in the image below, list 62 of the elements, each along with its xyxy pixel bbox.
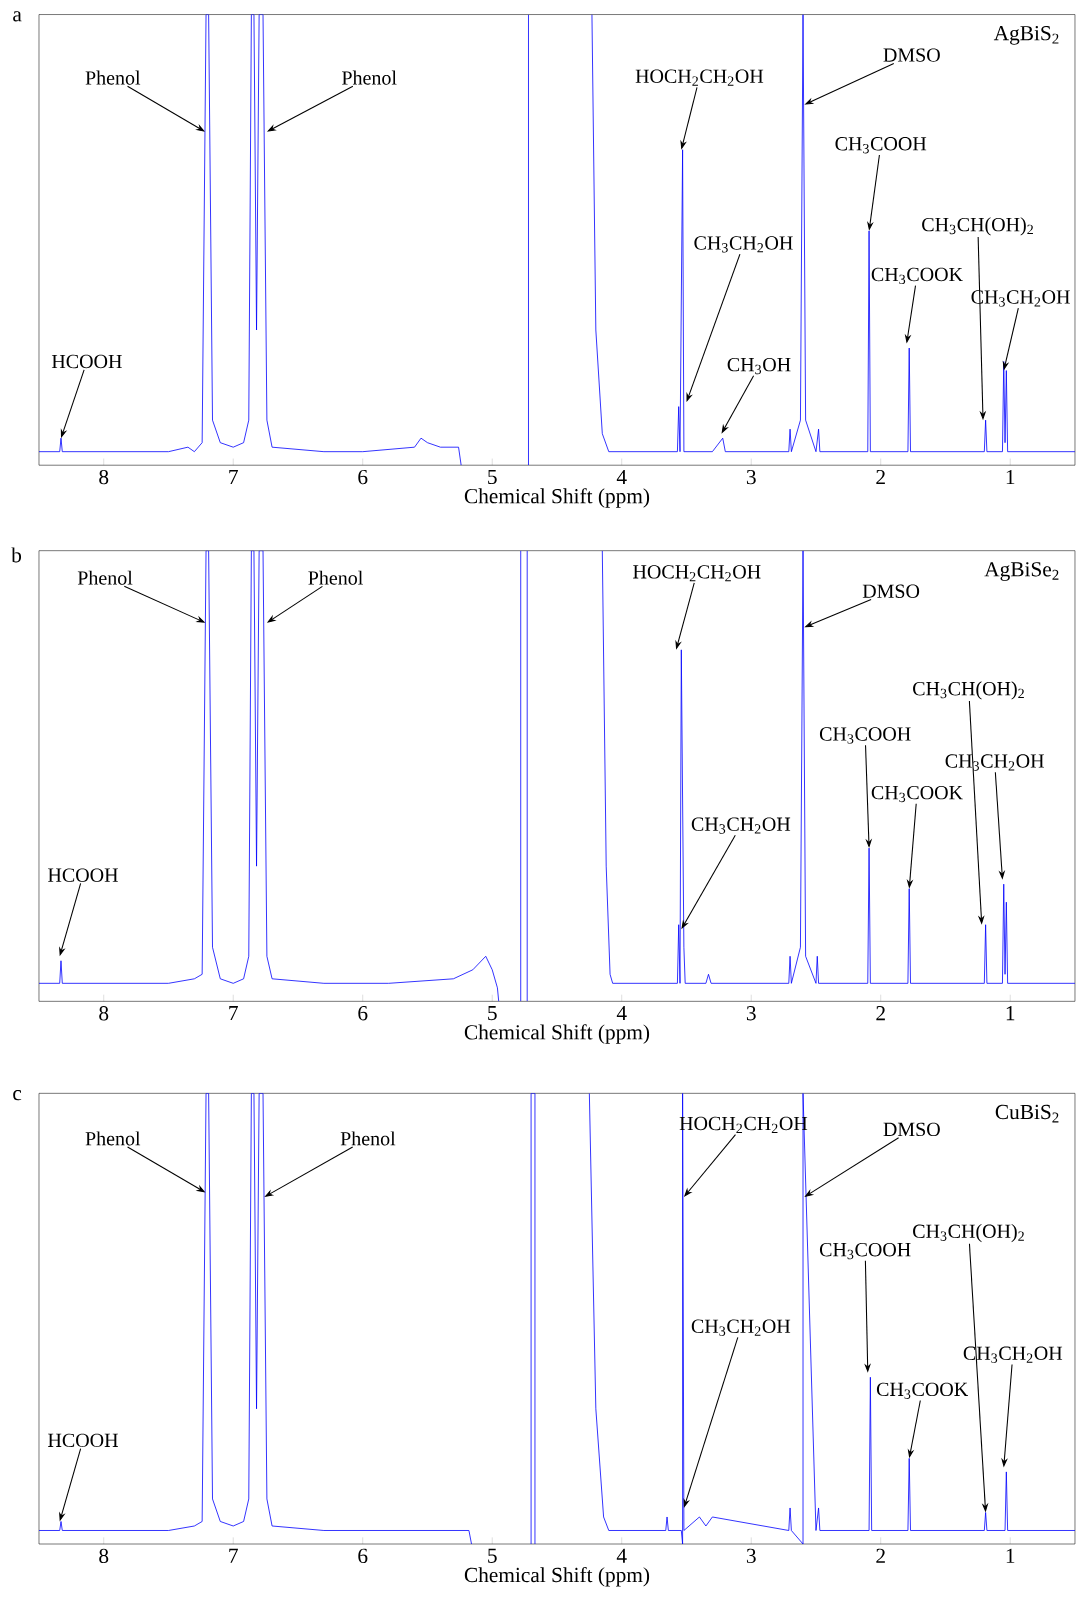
annotation: CH$_{3}$CH$_{2}$OH [963, 1346, 1063, 1363]
x-axis-title: Chemical Shift (ppm) [464, 488, 650, 508]
annotation: HCOOH [48, 868, 118, 882]
annotation: CH$_{3}$CH$_{2}$OH [691, 817, 791, 834]
x-tick-label: 5 [488, 1548, 497, 1563]
chart-title: a [13, 11, 22, 22]
annotation: CH$_{3}$COOK [871, 267, 963, 285]
annotation: DMSO [862, 584, 920, 598]
x-tick-label: 4 [616, 1006, 627, 1021]
annotation: CH$_{3}$CH(OH)$_{2}$ [913, 1224, 1024, 1243]
x-tick-label: 3 [746, 1548, 756, 1564]
annotation: CH$_{3}$OH [727, 357, 791, 375]
x-tick-label: 3 [746, 1006, 756, 1021]
annotation: HOCH$_{2}$CH$_{2}$OH [633, 565, 761, 582]
x-tick-label: 8 [99, 1548, 109, 1564]
x-tick-label: 4 [616, 469, 627, 484]
annotation: CH$_{3}$CH(OH)$_{2}$ [922, 217, 1033, 236]
annotation: CH$_{3}$CH$_{2}$OH [691, 1319, 791, 1336]
annotation: DMSO [883, 48, 940, 62]
x-axis-title: Chemical Shift (ppm) [464, 1024, 650, 1044]
x-tick-label: 7 [229, 1548, 238, 1563]
annotation: CH$_{3}$COOK [876, 1382, 969, 1399]
annotation: Phenol [340, 1131, 396, 1146]
annotation: Phenol [342, 70, 397, 85]
annotation: HCOOH [48, 1433, 118, 1448]
x-tick-label: 7 [229, 469, 238, 484]
x-tick-label: 8 [99, 1006, 109, 1021]
chart-subtitle: CuBiS$_{2}$ [995, 1104, 1059, 1123]
annotation: CH$_{3}$CH$_{2}$OH [694, 236, 793, 253]
annotation: DMSO [883, 1122, 940, 1137]
x-axis-title: Chemical Shift (ppm) [464, 1566, 650, 1587]
x-tick-label: 1 [1006, 1006, 1015, 1021]
annotation: CH$_{3}$COOH [819, 1242, 911, 1260]
annotation: CH$_{3}$COOH [819, 727, 911, 744]
annotation: HCOOH [51, 354, 122, 369]
x-tick-label: 8 [99, 469, 109, 485]
x-tick-label: 7 [229, 1006, 238, 1021]
annotation: CH$_{3}$CH(OH)$_{2}$ [913, 681, 1024, 700]
annotation: CH$_{3}$COOK [871, 785, 963, 803]
chart-title: c [13, 1090, 22, 1101]
x-tick-label: 6 [358, 1006, 368, 1021]
x-tick-label: 6 [358, 1548, 368, 1564]
chart-subtitle: AgBiSe$_{2}$ [984, 562, 1059, 581]
x-tick-label: 2 [876, 469, 885, 485]
x-tick-label: 1 [1006, 469, 1015, 484]
annotation: Phenol [85, 70, 141, 85]
annotation: CH$_{3}$COOH [835, 137, 927, 154]
x-tick-label: 3 [746, 469, 756, 485]
x-tick-label: 5 [488, 469, 497, 485]
x-tick-label: 5 [488, 1006, 497, 1021]
x-tick-label: 2 [876, 1548, 885, 1563]
annotation: Phenol [77, 570, 133, 585]
x-tick-label: 2 [876, 1006, 885, 1021]
annotation: CH$_{3}$CH$_{2}$OH [945, 754, 1044, 771]
annotation: Phenol [308, 570, 363, 585]
annotation: Phenol [85, 1131, 141, 1146]
annotation: HOCH$_{2}$CH$_{2}$OH [635, 69, 764, 86]
x-tick-label: 6 [358, 469, 368, 485]
chart-title: b [11, 547, 22, 563]
x-tick-label: 1 [1006, 1548, 1015, 1563]
chart-subtitle: AgBiS$_{2}$ [993, 26, 1059, 45]
x-tick-label: 4 [616, 1548, 627, 1563]
